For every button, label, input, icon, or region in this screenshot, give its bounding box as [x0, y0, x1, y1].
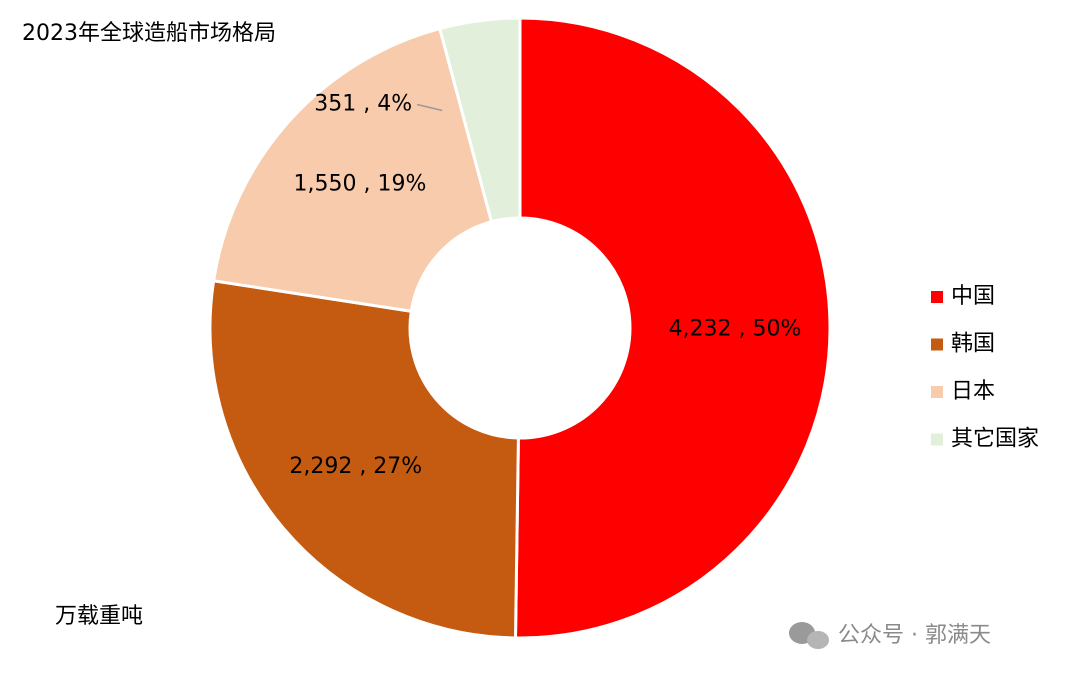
- watermark: 公众号 · 郭满天: [838, 623, 991, 648]
- legend-swatch: [931, 291, 943, 303]
- watermark-icon: [789, 622, 829, 649]
- data-label: 351 , 4%: [314, 91, 412, 116]
- legend-label: 日本: [951, 379, 995, 404]
- data-label: 4,232 , 50%: [669, 317, 802, 342]
- legend-label: 其它国家: [951, 427, 1039, 452]
- donut-slice: [208, 279, 520, 640]
- legend-label: 韩国: [951, 332, 995, 357]
- donut-slice: [437, 16, 522, 224]
- legend-swatch: [931, 433, 943, 446]
- donut-slice: [513, 16, 832, 640]
- data-label: 2,292 , 27%: [289, 454, 422, 479]
- leader-line: [416, 103, 443, 112]
- legend-swatch: [931, 386, 943, 398]
- legend-label: 中国: [951, 284, 995, 309]
- donut-slice: [211, 26, 494, 313]
- chart-title: 2023年全球造船市场格局: [22, 21, 276, 46]
- unit-label: 万载重吨: [55, 604, 143, 629]
- data-label: 1,550 , 19%: [294, 171, 427, 196]
- legend-swatch: [931, 338, 943, 351]
